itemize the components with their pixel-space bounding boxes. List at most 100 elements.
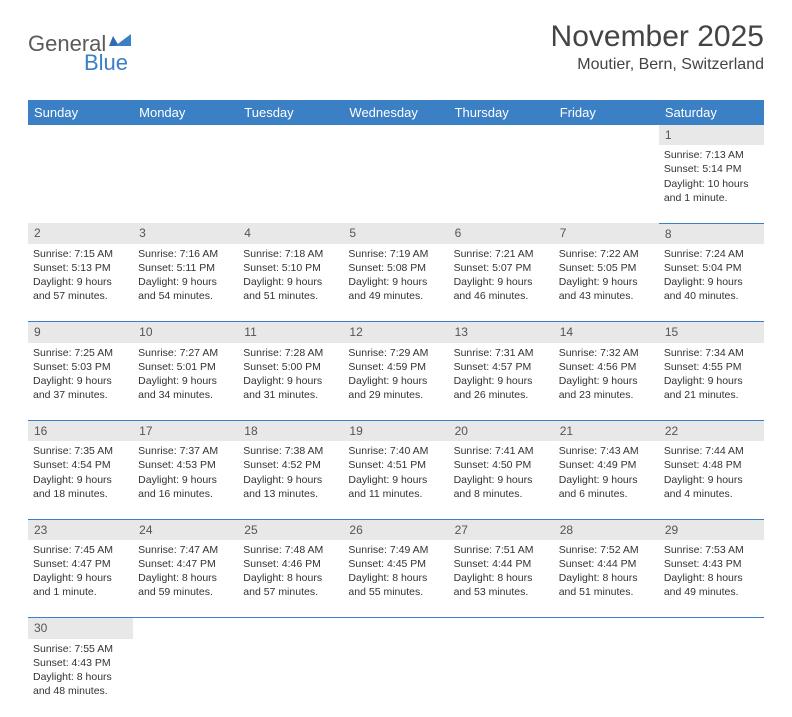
day1-text: Daylight: 8 hours [33,670,128,684]
day-number: 16 [28,421,133,442]
day1-text: Daylight: 9 hours [33,473,128,487]
day-cell: Sunrise: 7:18 AMSunset: 5:10 PMDaylight:… [238,244,343,322]
sunset-text: Sunset: 4:44 PM [454,557,549,571]
day-cell: Sunrise: 7:19 AMSunset: 5:08 PMDaylight:… [343,244,448,322]
sunset-text: Sunset: 4:54 PM [33,458,128,472]
day-number: 6 [449,223,554,244]
sunset-text: Sunset: 5:05 PM [559,261,654,275]
sunrise-text: Sunrise: 7:31 AM [454,346,549,360]
sunset-text: Sunset: 5:03 PM [33,360,128,374]
day-cell: Sunrise: 7:21 AMSunset: 5:07 PMDaylight:… [449,244,554,322]
day-number [659,618,764,639]
header: General November 2025 Moutier, Bern, Swi… [28,20,764,74]
sunrise-text: Sunrise: 7:28 AM [243,346,338,360]
daynum-row: 30 [28,618,764,639]
day1-text: Daylight: 9 hours [243,473,338,487]
day-cell: Sunrise: 7:47 AMSunset: 4:47 PMDaylight:… [133,540,238,618]
day-number: 9 [28,322,133,343]
day-cell: Sunrise: 7:53 AMSunset: 4:43 PMDaylight:… [659,540,764,618]
sunrise-text: Sunrise: 7:22 AM [559,247,654,261]
day1-text: Daylight: 9 hours [559,374,654,388]
day-cell [554,639,659,717]
day2-text: and 49 minutes. [664,585,759,599]
day-number: 19 [343,421,448,442]
day2-text: and 55 minutes. [348,585,443,599]
day-number [133,618,238,639]
sunset-text: Sunset: 4:50 PM [454,458,549,472]
day-cell: Sunrise: 7:38 AMSunset: 4:52 PMDaylight:… [238,441,343,519]
sunset-text: Sunset: 5:10 PM [243,261,338,275]
day1-text: Daylight: 8 hours [664,571,759,585]
weekday-header: Wednesday [343,100,448,125]
day-number: 20 [449,421,554,442]
day-cell: Sunrise: 7:31 AMSunset: 4:57 PMDaylight:… [449,343,554,421]
sunset-text: Sunset: 4:47 PM [33,557,128,571]
day-number: 11 [238,322,343,343]
sunrise-text: Sunrise: 7:52 AM [559,543,654,557]
day-number [238,125,343,145]
day2-text: and 51 minutes. [559,585,654,599]
sunset-text: Sunset: 4:57 PM [454,360,549,374]
sunset-text: Sunset: 4:53 PM [138,458,233,472]
day2-text: and 8 minutes. [454,487,549,501]
sunset-text: Sunset: 4:46 PM [243,557,338,571]
day2-text: and 21 minutes. [664,388,759,402]
sunset-text: Sunset: 4:59 PM [348,360,443,374]
day-cell: Sunrise: 7:40 AMSunset: 4:51 PMDaylight:… [343,441,448,519]
day-number: 10 [133,322,238,343]
day-cell: Sunrise: 7:27 AMSunset: 5:01 PMDaylight:… [133,343,238,421]
day-cell: Sunrise: 7:55 AMSunset: 4:43 PMDaylight:… [28,639,133,717]
day2-text: and 54 minutes. [138,289,233,303]
sunset-text: Sunset: 4:49 PM [559,458,654,472]
day1-text: Daylight: 9 hours [33,374,128,388]
week-row: Sunrise: 7:45 AMSunset: 4:47 PMDaylight:… [28,540,764,618]
day2-text: and 57 minutes. [243,585,338,599]
day2-text: and 26 minutes. [454,388,549,402]
day-cell [659,639,764,717]
logo-blue-wrap: Blue [28,50,128,76]
day-number: 3 [133,223,238,244]
day-number: 22 [659,421,764,442]
day1-text: Daylight: 8 hours [454,571,549,585]
day-number: 18 [238,421,343,442]
day2-text: and 13 minutes. [243,487,338,501]
day2-text: and 53 minutes. [454,585,549,599]
sunrise-text: Sunrise: 7:35 AM [33,444,128,458]
day1-text: Daylight: 9 hours [559,473,654,487]
day-number [554,618,659,639]
day-cell [449,639,554,717]
sunset-text: Sunset: 5:01 PM [138,360,233,374]
day-cell [133,639,238,717]
day2-text: and 46 minutes. [454,289,549,303]
day2-text: and 40 minutes. [664,289,759,303]
sunrise-text: Sunrise: 7:18 AM [243,247,338,261]
day-cell: Sunrise: 7:34 AMSunset: 4:55 PMDaylight:… [659,343,764,421]
day-number: 24 [133,519,238,540]
day-number: 4 [238,223,343,244]
day-cell: Sunrise: 7:43 AMSunset: 4:49 PMDaylight:… [554,441,659,519]
day-cell: Sunrise: 7:51 AMSunset: 4:44 PMDaylight:… [449,540,554,618]
logo-text-blue: Blue [84,50,128,75]
day-cell: Sunrise: 7:35 AMSunset: 4:54 PMDaylight:… [28,441,133,519]
day2-text: and 51 minutes. [243,289,338,303]
sunset-text: Sunset: 4:51 PM [348,458,443,472]
sunrise-text: Sunrise: 7:25 AM [33,346,128,360]
day2-text: and 6 minutes. [559,487,654,501]
day-cell: Sunrise: 7:24 AMSunset: 5:04 PMDaylight:… [659,244,764,322]
day1-text: Daylight: 9 hours [33,275,128,289]
day-cell: Sunrise: 7:45 AMSunset: 4:47 PMDaylight:… [28,540,133,618]
weekday-header: Monday [133,100,238,125]
day-cell: Sunrise: 7:44 AMSunset: 4:48 PMDaylight:… [659,441,764,519]
weekday-header: Friday [554,100,659,125]
weekday-header: Saturday [659,100,764,125]
weekday-header-row: SundayMondayTuesdayWednesdayThursdayFrid… [28,100,764,125]
day-cell: Sunrise: 7:22 AMSunset: 5:05 PMDaylight:… [554,244,659,322]
day1-text: Daylight: 9 hours [664,374,759,388]
day-cell [554,145,659,223]
day-cell [238,145,343,223]
day2-text: and 57 minutes. [33,289,128,303]
day-number: 8 [659,223,764,244]
day2-text: and 48 minutes. [33,684,128,698]
day-number [343,125,448,145]
sunrise-text: Sunrise: 7:32 AM [559,346,654,360]
